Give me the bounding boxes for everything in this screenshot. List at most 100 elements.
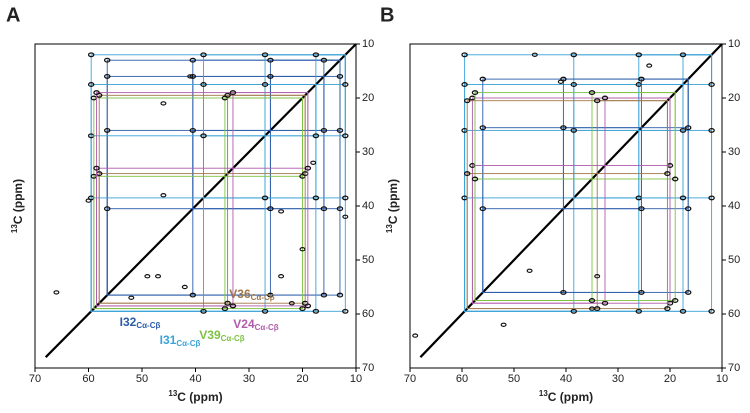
panel-letter: A [6, 4, 20, 26]
y-tick-label: 30 [362, 146, 374, 158]
diagonal [44, 43, 357, 358]
cross-peak [588, 298, 596, 303]
assignment-box [224, 97, 303, 177]
x-axis-title-sup: 13 [168, 389, 177, 398]
panel-letter: B [380, 4, 394, 26]
assignment-sub: Cα-Cβ [255, 323, 279, 332]
cross-peak [200, 82, 207, 87]
peak [155, 274, 162, 279]
assignment-box [682, 54, 713, 85]
peak [500, 322, 507, 327]
cross-peak [103, 127, 111, 133]
cross-peak [479, 125, 487, 131]
x-axis-title-text: C (ppm) [548, 390, 593, 404]
cross-peak [261, 82, 269, 87]
x-tick-label: 40 [189, 373, 201, 385]
peak [144, 274, 151, 279]
y-tick-label: 70 [728, 362, 740, 374]
cross-peak [570, 52, 578, 58]
peak [53, 290, 60, 295]
y-axis-title: 13C (ppm) [385, 179, 400, 233]
cross-peak [471, 90, 479, 96]
cross-peak [261, 195, 269, 201]
cross-peak [224, 92, 231, 98]
cross-peak [189, 127, 197, 133]
diagonal [419, 43, 723, 358]
cross-peak [189, 57, 197, 63]
cross-peak [638, 76, 645, 82]
cross-peak [267, 73, 274, 79]
y-tick-label: 20 [728, 92, 740, 104]
x-tick-label: 20 [296, 373, 308, 385]
peak [128, 295, 135, 300]
y-axis-title-sup: 13 [10, 224, 19, 233]
cross-peak [320, 206, 328, 212]
cross-peak [461, 52, 468, 58]
peak [288, 301, 295, 306]
x-tick-label: 70 [404, 373, 416, 385]
cross-peak [304, 303, 312, 309]
peak [181, 284, 188, 290]
y-tick-label: 70 [362, 362, 374, 374]
peak [278, 274, 285, 279]
assignment-box [96, 92, 309, 307]
assignment-name: I31 [160, 333, 177, 347]
cross-peak [635, 52, 643, 58]
y-tick-label: 40 [362, 200, 374, 212]
cross-peak [679, 127, 687, 133]
x-axis-title-text: C (ppm) [177, 390, 222, 404]
y-axis-title-sup: 13 [385, 224, 394, 233]
cross-peak [638, 206, 645, 212]
x-tick-label: 30 [243, 373, 255, 385]
cross-peak [261, 52, 269, 58]
y-tick-label: 20 [362, 92, 374, 104]
cross-peak [560, 125, 567, 131]
cross-peak [342, 133, 349, 139]
cross-peak [684, 206, 692, 212]
cross-peak [267, 292, 274, 298]
cross-peak [570, 308, 578, 314]
cross-peak [93, 165, 100, 171]
cross-peak [560, 289, 567, 295]
cross-peak [708, 82, 715, 87]
assignment-label: V24Cα-Cβ [233, 317, 278, 332]
cross-peak [336, 73, 344, 79]
assignment-box [93, 97, 303, 310]
cross-peak [601, 300, 609, 306]
cross-peak [229, 303, 237, 309]
cross-peak [342, 82, 349, 87]
cross-peak [229, 90, 237, 96]
cross-peak [103, 57, 111, 63]
cross-peak [189, 73, 197, 79]
assignment-box [192, 59, 341, 210]
assignment-box [232, 92, 309, 169]
peak [588, 306, 595, 311]
peak [557, 79, 564, 85]
assignment-box [323, 59, 341, 77]
cross-peak [638, 289, 645, 295]
cross-peak [593, 98, 601, 104]
cross-peak [342, 195, 349, 201]
x-axis-title: 13C (ppm) [539, 389, 593, 404]
x-tick-label: 10 [716, 373, 728, 385]
cross-peak [588, 90, 596, 96]
cross-peak [200, 52, 207, 58]
x-tick-label: 60 [456, 373, 468, 385]
assignment-box [562, 78, 689, 210]
y-axis-title-text: C (ppm) [386, 179, 400, 224]
assignment-label: V39Cα-Cβ [199, 328, 244, 343]
cross-peak [671, 176, 679, 182]
peak [594, 274, 601, 279]
assignment-name: V36 [229, 287, 251, 301]
assignment-sub: Cα-Cβ [136, 321, 160, 330]
x-axis-title: 13C (ppm) [168, 389, 222, 404]
assignment-sub: Cα-Cβ [221, 334, 245, 343]
x-tick-label: 60 [82, 373, 94, 385]
cross-peak [664, 171, 671, 177]
cross-peak [671, 298, 679, 303]
assignment-label: I32Cα-Cβ [120, 315, 161, 330]
cross-peak [312, 52, 320, 58]
cross-peak [463, 98, 471, 104]
cross-peak [336, 127, 344, 133]
